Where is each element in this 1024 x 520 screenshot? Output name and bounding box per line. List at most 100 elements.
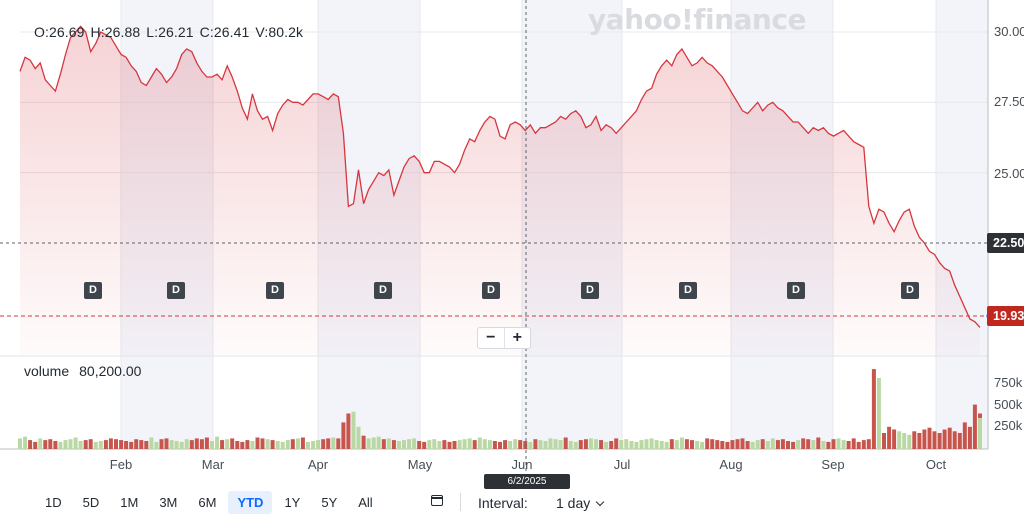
volume-bar xyxy=(841,440,846,449)
volume-bar xyxy=(391,440,396,449)
range-button-3m[interactable]: 3M xyxy=(159,494,178,510)
dividend-marker[interactable]: D xyxy=(787,282,805,299)
volume-bar xyxy=(806,439,811,449)
volume-bar xyxy=(791,441,796,449)
volume-bar xyxy=(639,440,644,449)
volume-bar xyxy=(129,441,134,449)
volume-bar xyxy=(573,441,578,449)
range-button-1d[interactable]: 1D xyxy=(45,494,62,510)
volume-bar xyxy=(513,439,518,449)
interval-dropdown[interactable]: 1 day xyxy=(556,495,605,511)
volume-bar xyxy=(932,431,937,450)
volume-bar xyxy=(786,441,790,449)
volume-bar xyxy=(98,441,103,449)
yahoo-finance-watermark: yahoo!finance xyxy=(588,3,806,36)
dividend-marker[interactable]: D xyxy=(84,282,102,299)
zoom-in-button[interactable]: + xyxy=(503,328,531,348)
range-button-1y[interactable]: 1Y xyxy=(284,494,301,510)
volume-bar xyxy=(498,441,502,449)
volume-bar xyxy=(270,440,275,449)
y-tick-label: 25.00 xyxy=(994,166,1024,181)
volume-bar xyxy=(604,441,609,449)
volume-bar xyxy=(402,440,406,449)
volume-bar xyxy=(523,441,528,449)
ohlc-low: L:26.21 xyxy=(146,24,194,40)
volume-readout: volume 80,200.00 xyxy=(24,363,141,379)
volume-bar xyxy=(563,437,568,449)
volume-bar xyxy=(588,438,593,450)
volume-bar xyxy=(336,438,341,450)
dividend-marker[interactable]: D xyxy=(581,282,599,299)
range-button-5y[interactable]: 5Y xyxy=(321,494,338,510)
volume-bar xyxy=(700,441,705,449)
calendar-icon[interactable] xyxy=(431,495,443,506)
range-button-all[interactable]: All xyxy=(358,494,373,510)
chevron-down-icon xyxy=(596,497,605,507)
volume-bar xyxy=(644,439,649,449)
volume-bar xyxy=(962,422,967,449)
volume-bar xyxy=(487,440,492,449)
volume-bar xyxy=(882,433,886,449)
volume-bar xyxy=(750,441,755,449)
volume-bar xyxy=(614,438,619,450)
dividend-marker[interactable]: D xyxy=(374,282,392,299)
volume-bar xyxy=(745,441,750,449)
volume-bar xyxy=(599,440,604,449)
volume-bar xyxy=(376,436,381,449)
volume-bar xyxy=(235,441,240,449)
volume-bar xyxy=(629,441,634,449)
interval-value: 1 day xyxy=(556,495,591,511)
volume-bar xyxy=(412,438,417,450)
volume-bar xyxy=(927,427,932,449)
last-price-flag: 19.93 xyxy=(987,306,1024,326)
volume-bar xyxy=(594,439,598,449)
dividend-marker[interactable]: D xyxy=(901,282,919,299)
volume-bar xyxy=(887,426,892,449)
range-selector: 1D 5D 1M 3M 6M YTD 1Y 5Y All xyxy=(36,490,385,514)
volume-bar xyxy=(477,437,482,449)
ohlc-volume: V:80.2k xyxy=(255,24,304,40)
volume-bar xyxy=(508,441,513,449)
volume-bar xyxy=(503,440,508,449)
volume-bar xyxy=(715,440,720,449)
volume-bar xyxy=(381,439,386,449)
volume-bar xyxy=(204,437,209,449)
volume-bar xyxy=(836,438,841,450)
volume-tick-label: 500k xyxy=(994,397,1023,412)
zoom-out-button[interactable]: − xyxy=(486,329,496,346)
price-line xyxy=(19,25,981,328)
volume-bar xyxy=(796,440,801,449)
volume-bar xyxy=(533,439,538,449)
ohlc-close: C:26.41 xyxy=(199,24,250,40)
range-button-1m[interactable]: 1M xyxy=(120,494,139,510)
volume-bar xyxy=(108,438,113,450)
volume-bar xyxy=(801,438,806,450)
range-button-ytd[interactable]: YTD xyxy=(228,490,273,514)
volume-label: volume xyxy=(24,363,70,379)
volume-bar xyxy=(290,439,295,449)
volume-bar xyxy=(124,441,129,449)
volume-bar xyxy=(28,440,33,449)
volume-bar xyxy=(543,441,548,449)
volume-bar xyxy=(356,426,361,449)
dividend-marker[interactable]: D xyxy=(266,282,284,299)
range-button-5d[interactable]: 5D xyxy=(82,494,100,510)
volume-bar xyxy=(220,440,225,449)
dividend-marker[interactable]: D xyxy=(167,282,185,299)
volume-bar xyxy=(679,437,684,449)
volume-bar xyxy=(755,440,760,449)
volume-bar xyxy=(396,441,401,449)
volume-bar xyxy=(417,441,422,449)
volume-bar xyxy=(710,439,715,449)
volume-bar xyxy=(53,441,58,449)
crosshair-date-label: 6/2/2025 xyxy=(484,474,570,489)
volume-bar xyxy=(230,438,235,450)
volume-value: 80,200.00 xyxy=(79,363,142,379)
dividend-marker[interactable]: D xyxy=(482,282,500,299)
volume-bar xyxy=(775,440,780,449)
range-button-6m[interactable]: 6M xyxy=(198,494,217,510)
volume-bar xyxy=(295,438,300,450)
volume-bar xyxy=(48,439,53,449)
dividend-marker[interactable]: D xyxy=(679,282,697,299)
